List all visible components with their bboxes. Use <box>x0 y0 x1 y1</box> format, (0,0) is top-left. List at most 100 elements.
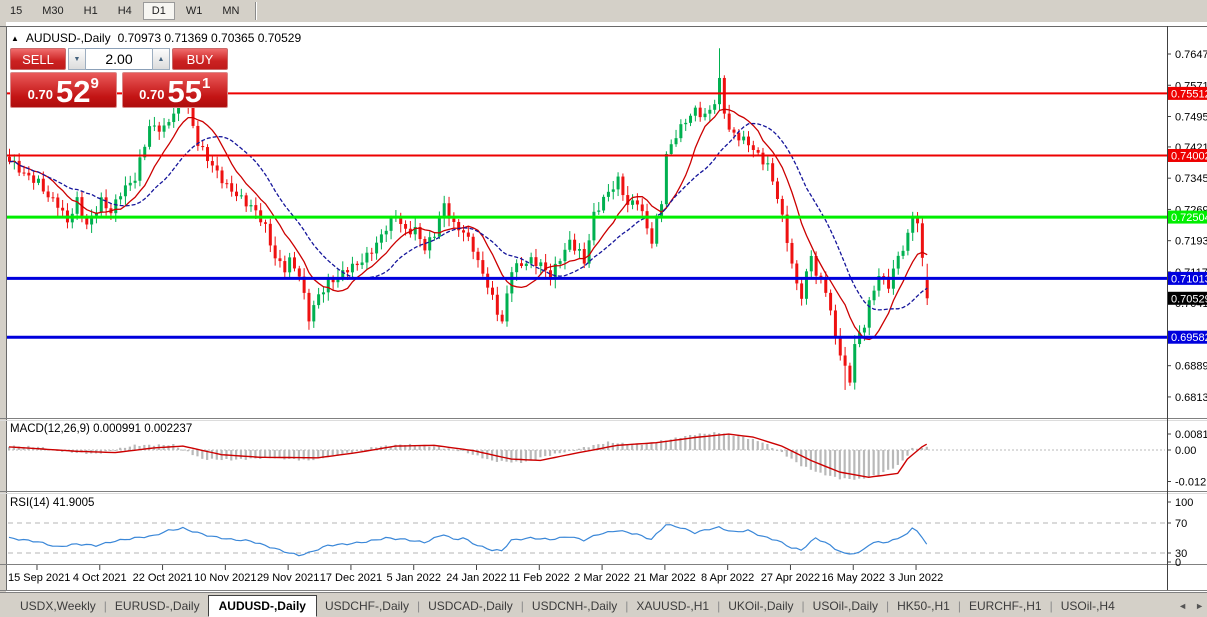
macd-histogram-bar <box>669 439 672 450</box>
candle-body <box>244 195 248 207</box>
macd-histogram-bar <box>582 447 585 450</box>
macd-histogram-bar <box>645 442 648 450</box>
macd-histogram-bar <box>891 450 895 469</box>
tab-scroll-left-icon[interactable]: ◄ <box>1178 600 1188 611</box>
timeframe-button-w1[interactable]: W1 <box>185 5 203 17</box>
candle-body <box>703 113 707 118</box>
candle-body <box>148 126 152 147</box>
macd-histogram-bar <box>326 450 329 458</box>
date-label: 11 Feb 2022 <box>509 572 570 584</box>
macd-histogram-bar <box>404 444 407 450</box>
timeframe-button-m30[interactable]: M30 <box>42 5 64 17</box>
candle-body <box>573 239 577 251</box>
price-chart-canvas[interactable]: 0.764700.757100.749500.742100.734500.726… <box>0 22 1207 592</box>
tab-eurusd-daily[interactable]: EURUSD-,Daily <box>114 598 200 613</box>
macd-histogram-bar <box>833 450 837 477</box>
tab-usoil-daily[interactable]: USOil-,Daily <box>812 598 878 613</box>
macd-histogram-bar <box>462 450 465 451</box>
candle-body <box>292 257 296 269</box>
macd-histogram-bar <box>201 450 204 459</box>
level-price-badge-label: 0.75512 <box>1171 88 1207 100</box>
tab-usoil-h4[interactable]: USOil-,H4 <box>1060 598 1115 613</box>
candle-body <box>413 226 417 235</box>
macd-histogram-bar <box>408 443 412 450</box>
fast-ma-line <box>9 108 928 341</box>
candle-body <box>606 191 610 197</box>
candle-body <box>196 125 200 147</box>
candle-body <box>544 262 548 271</box>
macd-histogram-bar <box>123 447 127 450</box>
timeframe-button-h1[interactable]: H1 <box>83 5 98 17</box>
candle-body <box>780 199 784 215</box>
level-price-badge-label: 0.72504 <box>1171 212 1207 224</box>
candle-body <box>684 122 688 125</box>
timeframe-button-15[interactable]: 15 <box>10 5 23 17</box>
macd-histogram-bar <box>442 448 445 450</box>
macd-histogram-bar <box>389 446 392 450</box>
date-label: 29 Nov 2021 <box>257 572 319 584</box>
buy-button[interactable]: BUY <box>172 48 228 70</box>
tab-usdchf-daily[interactable]: USDCHF-,Daily <box>324 598 409 613</box>
tab-scroll-right-icon[interactable]: ► <box>1195 600 1204 611</box>
sell-button[interactable]: SELL <box>10 48 66 70</box>
candle-body <box>370 252 374 254</box>
candle-body <box>843 355 847 366</box>
macd-histogram-bar <box>616 443 619 450</box>
volume-decrease-button[interactable]: ▼ <box>68 48 86 70</box>
timeframe-button-d1[interactable]: D1 <box>142 2 175 20</box>
symbol-collapse-arrow-icon[interactable]: ▲ <box>11 33 19 43</box>
current-price-badge-label: 0.70529 <box>1171 293 1207 305</box>
level-price-badge <box>1168 148 1207 162</box>
tab-usdcnh-daily[interactable]: USDCNH-,Daily <box>531 598 618 613</box>
candle-body <box>751 145 755 150</box>
tab-hk50-h1[interactable]: HK50-,H1 <box>897 598 950 613</box>
macd-histogram-bar <box>196 450 199 457</box>
rsi-line <box>8 524 928 557</box>
macd-histogram-bar <box>355 450 358 451</box>
macd-histogram-bar <box>819 450 822 473</box>
candle-body <box>626 195 630 205</box>
macd-histogram-bar <box>263 450 267 458</box>
macd-histogram-bar <box>529 450 532 460</box>
rsi-tick-label: 0 <box>1175 557 1181 569</box>
volume-increase-button[interactable]: ▲ <box>152 48 170 70</box>
candle-body <box>133 180 137 183</box>
timeframe-button-mn[interactable]: MN <box>222 5 240 17</box>
macd-histogram-bar <box>655 442 658 450</box>
candle-body <box>515 263 519 273</box>
macd-histogram-bar <box>664 440 668 450</box>
macd-histogram-bar <box>428 446 431 450</box>
candle-body <box>326 279 330 293</box>
macd-histogram-bar <box>288 450 291 459</box>
tab-xauusd-h1[interactable]: XAUUSD-,H1 <box>636 598 710 613</box>
candle-body <box>331 279 335 283</box>
candle-body <box>775 181 779 200</box>
candle-body <box>833 310 837 337</box>
macd-signal-line <box>8 433 928 479</box>
macd-histogram-bar <box>394 444 397 450</box>
macd-histogram-bar <box>790 450 793 459</box>
tab-usdx-weekly[interactable]: USDX,Weekly <box>20 598 96 613</box>
tab-eurchf-h1[interactable]: EURCHF-,H1 <box>968 598 1042 613</box>
macd-histogram-bar <box>534 450 537 460</box>
tab-usdcad-daily[interactable]: USDCAD-,Daily <box>428 598 513 613</box>
candle-body <box>17 160 21 173</box>
macd-histogram-bar <box>486 450 489 460</box>
macd-histogram-bar <box>235 450 238 460</box>
candle-body <box>534 257 538 267</box>
sell-price-box[interactable]: 0.70 52 9 <box>10 72 117 108</box>
candle-body <box>901 250 905 256</box>
candle-body <box>389 217 393 231</box>
timeframe-button-h4[interactable]: H4 <box>117 5 132 17</box>
tab-separator: | <box>625 598 629 613</box>
macd-histogram-bar <box>906 450 909 456</box>
candle-body <box>640 204 644 212</box>
tab-ukoil-daily[interactable]: UKOil-,Daily <box>728 598 794 613</box>
volume-input[interactable] <box>86 48 152 70</box>
candle-body <box>491 287 494 295</box>
tab-audusd-daily[interactable]: AUDUSD-,Daily <box>207 594 317 617</box>
buy-price-box[interactable]: 0.70 55 1 <box>121 72 228 108</box>
macd-histogram-bar <box>297 450 300 461</box>
candle-body <box>872 290 876 301</box>
